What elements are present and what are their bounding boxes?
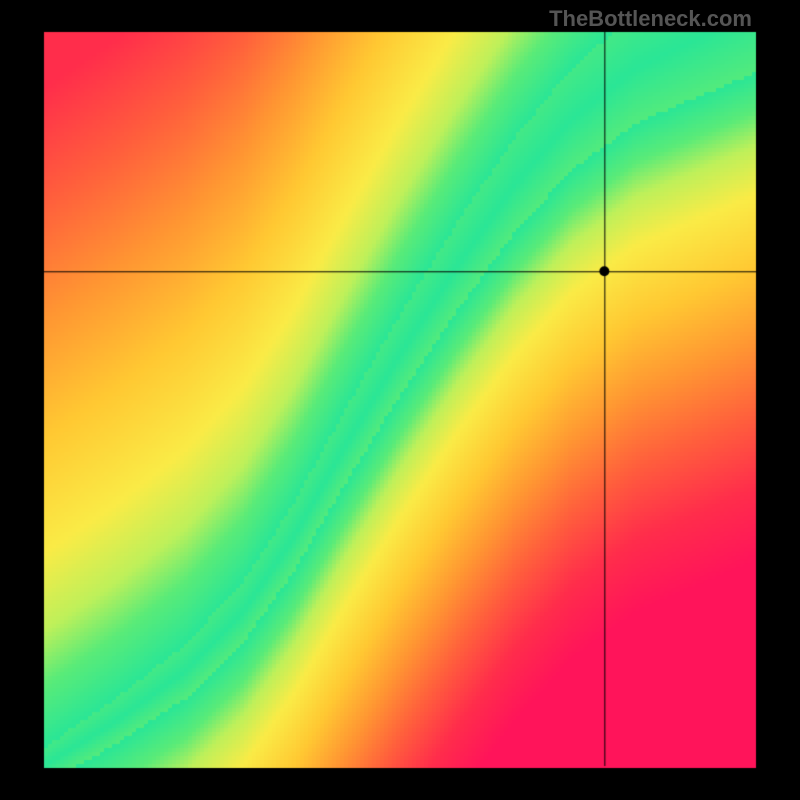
- chart-container: TheBottleneck.com: [0, 0, 800, 800]
- heatmap-canvas: [0, 0, 800, 800]
- watermark-text: TheBottleneck.com: [549, 6, 752, 32]
